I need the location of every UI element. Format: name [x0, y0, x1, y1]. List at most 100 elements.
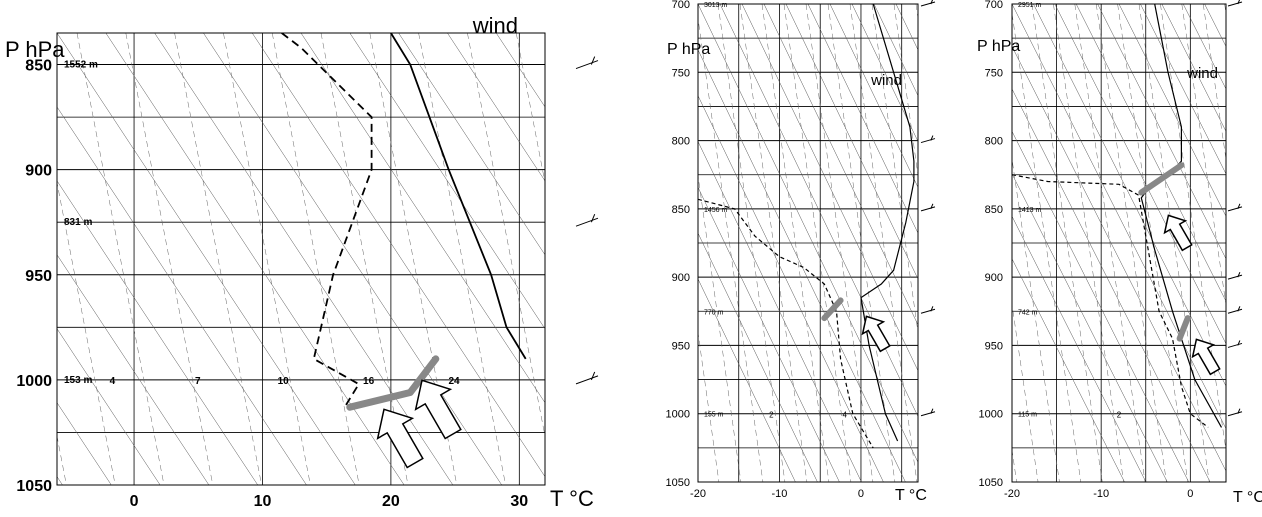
mixing-ratio-line	[125, 33, 214, 485]
x-tick-label: 30	[510, 493, 528, 510]
mixing-ratio-line	[1246, 4, 1262, 482]
mixing-ratio-label: 16	[363, 376, 375, 387]
y-axis-label: P hPa	[5, 37, 65, 62]
adiabat-line	[1012, 45, 1226, 472]
wind-barb-icon	[1227, 206, 1243, 212]
temperature-profile	[390, 33, 527, 360]
mixing-ratio-line	[805, 4, 874, 482]
adiabat-line	[594, 33, 892, 485]
arrow-icon	[861, 315, 891, 353]
adiabat-line	[57, 254, 210, 485]
mixing-ratio-line	[223, 33, 311, 485]
mixing-ratio-line	[827, 4, 896, 482]
adiabat-line	[57, 33, 356, 485]
adiabat-line	[698, 232, 818, 482]
y-tick-label: 800	[672, 136, 690, 148]
adiabat-line	[1182, 4, 1226, 90]
y-tick-label: 950	[25, 268, 52, 285]
wind-barb-icon	[1227, 1, 1243, 7]
adiabat-line	[829, 4, 918, 188]
height-label: 770 m	[704, 309, 724, 316]
adiabat-line	[251, 33, 545, 478]
adiabat-line	[691, 33, 989, 485]
x-tick-label: -10	[772, 488, 788, 500]
adiabat-line	[698, 140, 862, 482]
x-tick-label: -10	[1093, 488, 1109, 500]
arrow-icon	[414, 379, 462, 440]
adiabat-line	[851, 4, 918, 143]
adiabat-line	[1012, 173, 1168, 482]
mixing-ratio-line	[915, 4, 918, 21]
y-tick-label: 950	[985, 340, 1003, 352]
adiabat-line	[1140, 4, 1226, 175]
y-tick-label: 1000	[16, 373, 52, 390]
adiabat-line	[495, 33, 545, 108]
mixing-ratio-line	[1053, 4, 1124, 482]
mixing-ratio-line	[761, 4, 830, 482]
x-tick-label: -20	[1004, 488, 1020, 500]
y-tick-label: 950	[672, 340, 690, 352]
mixing-ratio-label: 24	[448, 376, 460, 387]
mixing-ratio-line	[739, 4, 808, 482]
plot-frame	[1011, 3, 1227, 483]
wind-barb-icon	[575, 60, 599, 70]
height-label: 115 m	[1018, 412, 1037, 419]
adiabat-line	[698, 49, 906, 482]
adiabat-line	[203, 33, 502, 485]
wind-barb-icon	[1237, 271, 1241, 278]
mixing-ratio-line	[1224, 4, 1226, 16]
panel-3: 2951 m 1413 m 742 m 115 m 2 700 750 800 850 900 95…	[977, 0, 1262, 506]
inversion-highlight	[1176, 315, 1191, 342]
adiabat-line	[698, 95, 884, 482]
wind-barb-icon	[930, 408, 934, 414]
plot-frame	[56, 32, 546, 486]
wind-barb-icon	[920, 308, 936, 314]
plot-area	[0, 33, 989, 485]
mixing-ratio-line	[1012, 157, 1060, 482]
mixing-ratio-label: 2	[769, 411, 774, 420]
mixing-ratio-line	[57, 434, 67, 485]
adiabat-line	[57, 106, 307, 485]
adiabat-line	[873, 4, 918, 97]
y-tick-label: 1050	[979, 477, 1003, 489]
y-tick-label: 1000	[666, 409, 690, 421]
mixing-ratio-line	[1202, 4, 1226, 161]
dewpoint-profile	[281, 33, 373, 406]
wind-barb-icon	[1227, 308, 1243, 314]
wind-label: wind	[1186, 65, 1218, 82]
mixing-ratio-line	[1138, 4, 1210, 482]
adiabat-line	[1225, 4, 1226, 5]
y-tick-label: 1050	[16, 478, 52, 495]
mixing-ratio-line	[1031, 4, 1103, 482]
height-label: 3013 m	[704, 2, 728, 9]
x-tick-label: 0	[130, 493, 139, 510]
adiabat-line	[741, 4, 918, 372]
adiabat-line	[1012, 258, 1125, 482]
adiabat-line	[349, 33, 545, 330]
adiabat-line	[154, 33, 454, 485]
x-axis-label: T °C	[550, 486, 594, 511]
adiabat-line	[398, 33, 545, 256]
y-tick-label: 700	[985, 0, 1003, 11]
adiabat-line	[1118, 4, 1226, 217]
wind-barb-icon	[920, 138, 936, 144]
mixing-ratio-label: 4	[110, 376, 116, 387]
mixing-ratio-line	[320, 33, 409, 485]
y-tick-label: 900	[25, 163, 52, 180]
adiabat-line	[1012, 88, 1211, 482]
dewpoint-profile	[1012, 174, 1209, 428]
dewpoint-profile	[698, 198, 874, 449]
mixing-ratio-label: 2	[1117, 411, 1122, 420]
wind-barb-icon	[590, 56, 596, 65]
adiabat-line	[698, 186, 840, 482]
wind-barb-icon	[590, 371, 596, 381]
mixing-ratio-line	[0, 33, 18, 485]
x-axis-label: T °C	[1233, 489, 1262, 506]
mixing-ratio-line	[1012, 11, 1082, 482]
mixing-ratio-line	[717, 4, 786, 482]
adiabat-line	[719, 4, 918, 418]
adiabat-line	[1075, 4, 1226, 302]
